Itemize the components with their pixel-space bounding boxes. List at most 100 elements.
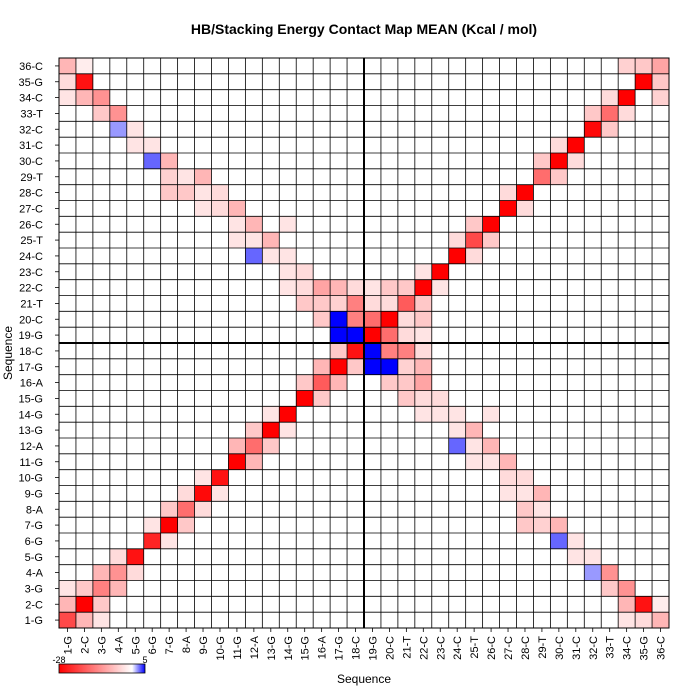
x-tick-label: 32-C: [588, 636, 600, 660]
heatmap-cell: [397, 295, 415, 312]
x-tick-label: 15-G: [300, 636, 312, 660]
heatmap-cell: [550, 533, 568, 549]
heatmap-cell: [364, 295, 381, 312]
heatmap-cell: [550, 153, 568, 169]
heatmap-cell: [177, 184, 195, 201]
heatmap-cell: [364, 343, 381, 359]
heatmap-cell: [414, 374, 432, 391]
x-tick-label: 31-C: [571, 636, 583, 660]
x-tick-label: 36-C: [656, 636, 668, 660]
colorbar-min-label: -28: [52, 655, 65, 665]
heatmap-cell: [652, 58, 669, 74]
heatmap-cell: [313, 311, 331, 328]
colorbar-gradient: [58, 663, 146, 674]
heatmap-cell: [347, 279, 364, 296]
y-tick-label: 17-G: [19, 362, 43, 374]
heatmap-cell: [177, 501, 195, 518]
heatmap-cell: [228, 216, 246, 233]
heatmap-cell: [652, 612, 669, 628]
heatmap-cell: [228, 438, 246, 454]
y-tick-label: 5-G: [25, 552, 43, 564]
x-tick-label: 14-G: [283, 636, 295, 660]
heatmap-cell: [397, 390, 415, 407]
heatmap-cell: [347, 343, 364, 359]
heatmap-cell: [126, 121, 144, 138]
heatmap-cell: [584, 105, 602, 122]
heatmap-cell: [567, 533, 585, 549]
y-tick-label: 27-C: [19, 203, 43, 215]
heatmap-cell: [618, 89, 636, 106]
y-tick-label: 7-G: [25, 520, 43, 532]
heatmap-cell: [482, 232, 500, 248]
heatmap-cell: [635, 73, 653, 90]
heatmap-cell: [364, 311, 381, 328]
heatmap-cell: [245, 453, 263, 470]
heatmap-cell: [618, 612, 636, 628]
heatmap-cell: [533, 168, 551, 185]
y-tick-label: 21-T: [20, 298, 43, 310]
x-tick-label: 7-G: [164, 636, 176, 654]
x-tick-label: 2-C: [79, 636, 91, 654]
heatmap-cell: [482, 216, 500, 233]
x-axis-label: Sequence: [337, 672, 391, 686]
heatmap-cell: [380, 311, 398, 328]
heatmap-cell: [59, 580, 76, 597]
heatmap-cell: [414, 295, 432, 312]
heatmap-cell: [109, 121, 127, 138]
heatmap-cell: [109, 564, 127, 581]
x-tick-label: 10-G: [215, 636, 227, 660]
heatmap-cell: [160, 153, 178, 169]
y-tick-label: 34-C: [19, 93, 43, 105]
heatmap-cell: [296, 390, 314, 407]
heatmap-cell: [279, 406, 297, 423]
x-tick-label: 16-A: [317, 635, 329, 659]
y-tick-label: 3-G: [25, 583, 43, 595]
heatmap-cell: [601, 105, 619, 122]
heatmap-cell: [516, 184, 534, 201]
heatmap-cell: [262, 438, 280, 454]
heatmap-cell: [92, 596, 110, 613]
y-tick-label: 10-G: [19, 473, 43, 485]
x-tick-label: 33-T: [605, 636, 617, 659]
heatmap-cell: [414, 263, 432, 280]
heatmap-cell: [465, 453, 483, 470]
heatmap-cell: [499, 453, 517, 470]
heatmap-cell: [109, 105, 127, 122]
heatmap-cell: [211, 184, 229, 201]
y-tick-label: 9-G: [25, 488, 43, 500]
y-tick-label: 26-C: [19, 219, 43, 231]
heatmap-cell: [160, 168, 178, 185]
heatmap-cell: [330, 279, 348, 296]
heatmap-cell: [228, 232, 246, 248]
heatmap-cell: [75, 58, 93, 74]
heatmap-cell: [92, 105, 110, 122]
heatmap-cell: [584, 548, 602, 565]
heatmap-cell: [584, 564, 602, 581]
heatmap-cell: [414, 390, 432, 407]
heatmap-cell: [448, 438, 466, 454]
y-axis-label: Sequence: [1, 326, 15, 380]
chart-title: HB/Stacking Energy Contact Map MEAN (Kca…: [191, 21, 537, 37]
y-tick-label: 25-T: [20, 235, 43, 247]
x-tick-label: 24-C: [452, 636, 464, 660]
heatmap-cell: [330, 327, 348, 343]
y-tick-label: 6-G: [25, 536, 43, 548]
heatmap-cell: [652, 73, 669, 90]
heatmap-cell: [618, 58, 636, 74]
y-tick-labels: 1-G 2-C 3-G 4-A 5-G 6-G 7-G 8-A 9-G 10-G 11-G 12-A 1…: [19, 61, 59, 627]
heatmap-cell: [92, 564, 110, 581]
heatmap-cell: [126, 548, 144, 565]
heatmap-cell: [59, 73, 76, 90]
y-tick-label: 20-C: [19, 314, 43, 326]
heatmap-cell: [160, 517, 178, 533]
heatmap-cell: [414, 358, 432, 375]
heatmap-cell: [75, 612, 93, 628]
x-tick-label: 6-G: [147, 636, 159, 654]
y-tick-label: 29-T: [20, 172, 43, 184]
heatmap-cell: [330, 343, 348, 359]
heatmap-cell: [499, 469, 517, 486]
y-tick-label: 14-G: [19, 409, 43, 421]
heatmap-cell: [211, 469, 229, 486]
heatmap-cell: [482, 406, 500, 423]
